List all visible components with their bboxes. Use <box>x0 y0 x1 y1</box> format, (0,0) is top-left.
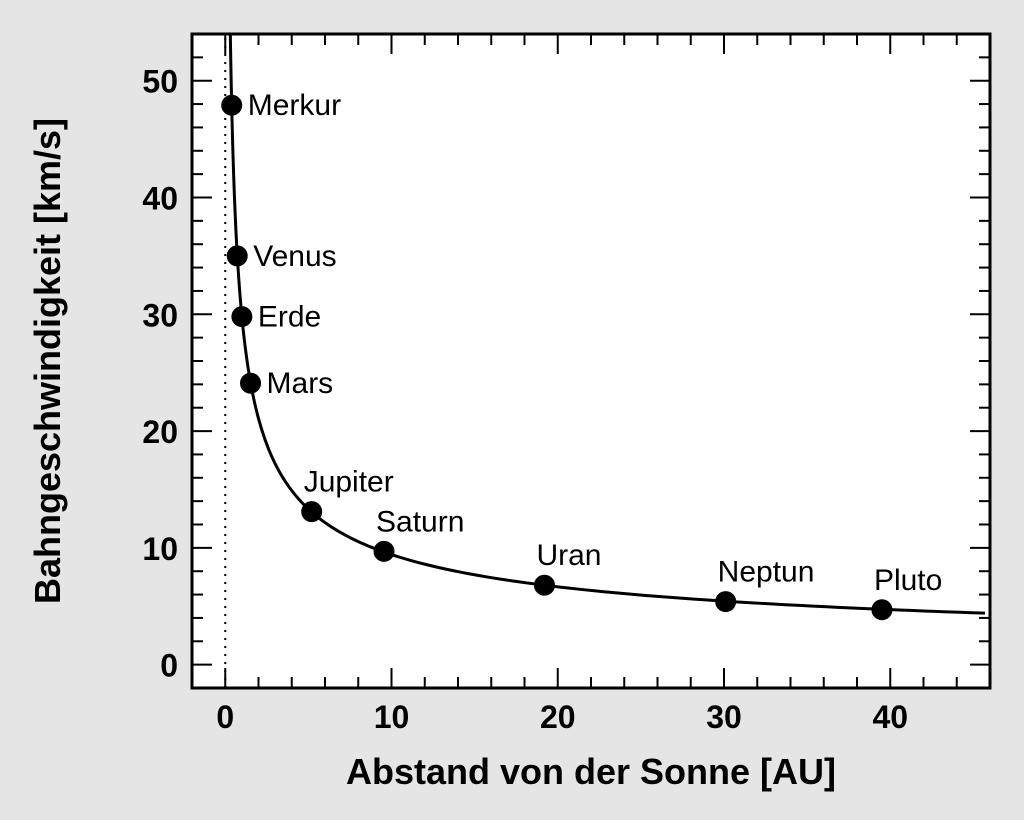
x-tick-label: 10 <box>374 699 410 735</box>
velocity-curve <box>230 7 985 613</box>
planet-marker-pluto <box>872 600 892 620</box>
planet-marker-jupiter <box>302 502 322 522</box>
planet-marker-saturn <box>374 541 394 561</box>
y-tick-label: 10 <box>142 531 178 567</box>
y-tick-label: 0 <box>160 648 178 684</box>
x-tick-label: 40 <box>872 699 908 735</box>
planet-label-merkur: Merkur <box>248 89 341 122</box>
planet-label-venus: Venus <box>253 240 336 273</box>
x-tick-label: 0 <box>216 699 234 735</box>
planet-label-pluto: Pluto <box>874 564 942 597</box>
y-tick-label: 40 <box>142 181 178 217</box>
planet-marker-erde <box>232 307 252 327</box>
y-tick-label: 50 <box>142 64 178 100</box>
x-tick-label: 20 <box>540 699 576 735</box>
planet-marker-uran <box>534 575 554 595</box>
planet-label-jupiter: Jupiter <box>304 466 394 499</box>
planet-label-mars: Mars <box>267 367 334 400</box>
planet-label-saturn: Saturn <box>376 505 464 538</box>
planet-marker-neptun <box>716 592 736 612</box>
chart-container: 0 10 20 30 40 0 10 20 30 40 50 Abstand von der Sonn… <box>0 0 1024 820</box>
planet-label-erde: Erde <box>258 301 321 334</box>
y-axis-label: Bahngeschwindigkeit [km/s] <box>27 118 68 604</box>
x-axis-label: Abstand von der Sonne [AU] <box>346 751 836 792</box>
y-tick-label: 20 <box>142 414 178 450</box>
planet-label-neptun: Neptun <box>718 556 815 589</box>
planet-marker-mars <box>241 373 261 393</box>
planet-marker-venus <box>227 246 247 266</box>
x-tick-label: 30 <box>706 699 742 735</box>
planet-marker-merkur <box>222 95 242 115</box>
y-tick-label: 30 <box>142 297 178 333</box>
chart-svg: 0 10 20 30 40 0 10 20 30 40 50 Abstand von der Sonn… <box>0 0 1024 820</box>
planet-label-uran: Uran <box>536 539 601 572</box>
